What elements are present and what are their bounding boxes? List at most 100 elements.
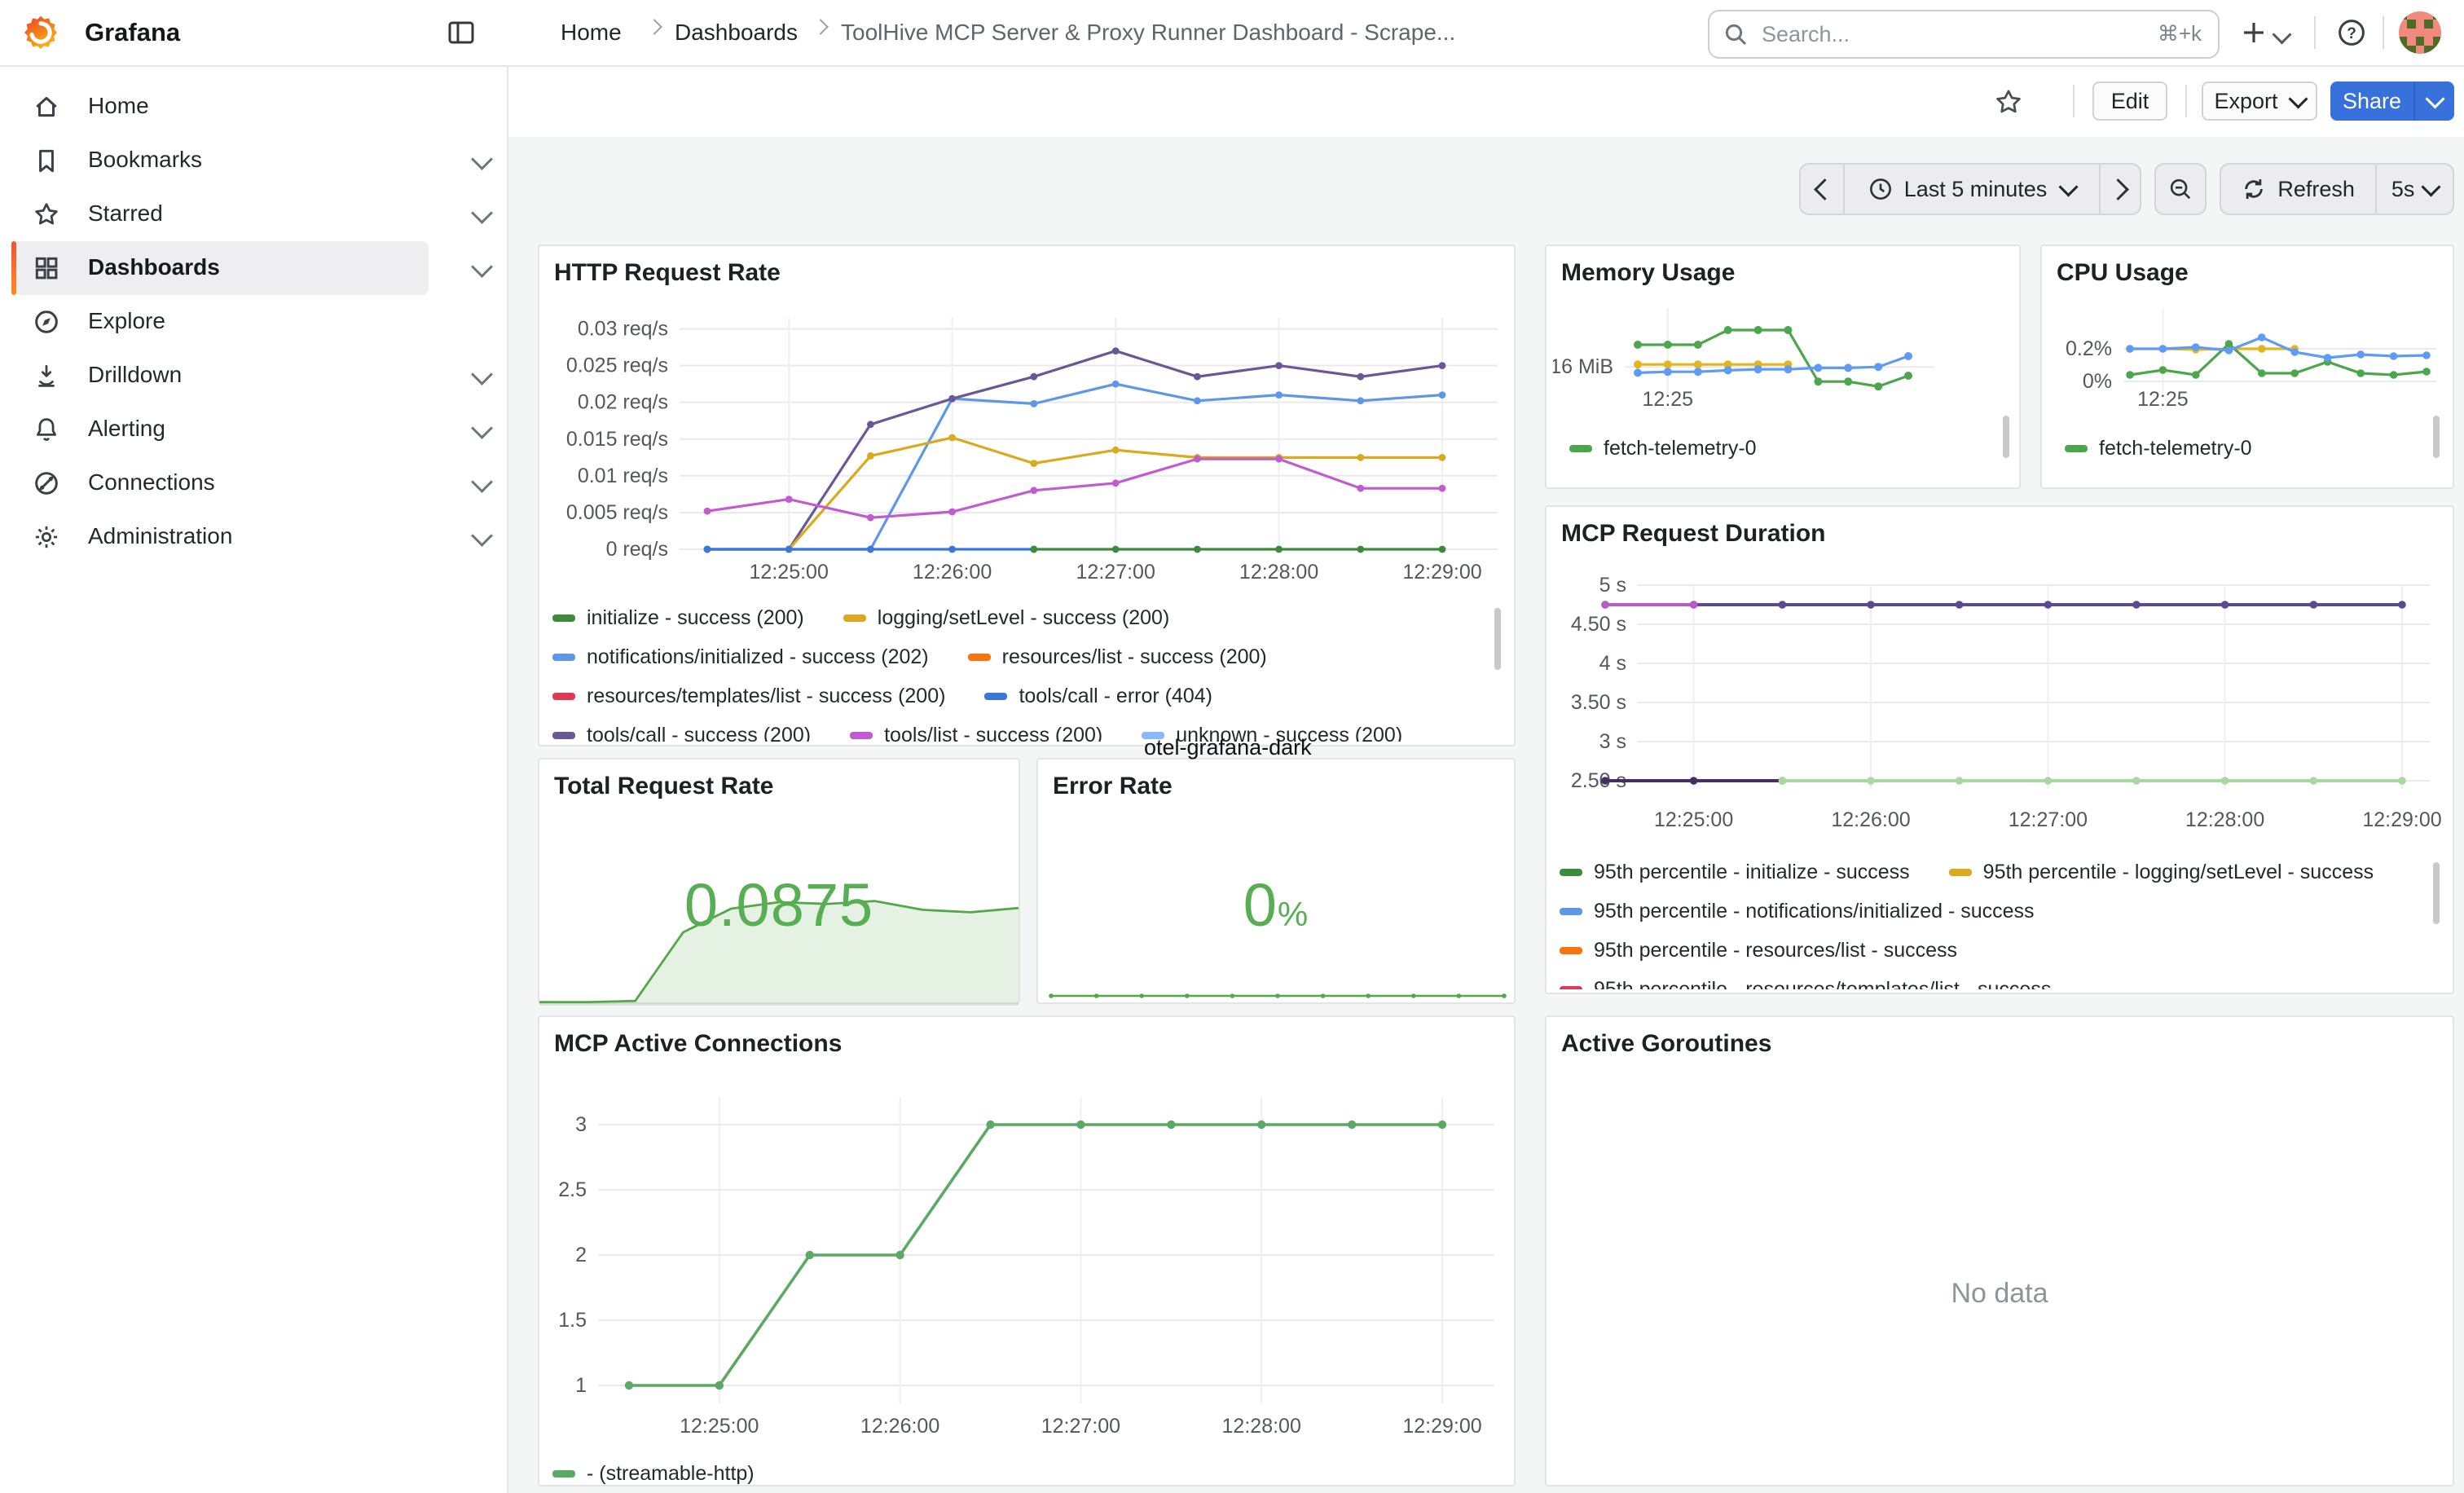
sidebar-item-bookmarks[interactable]: Bookmarks — [11, 134, 493, 187]
legend-item[interactable]: 95th percentile - logging/setLevel - suc… — [1948, 861, 2374, 884]
legend-item[interactable]: tools/call - success (200) — [552, 724, 811, 742]
y-axis-tick: 2 — [575, 1244, 587, 1266]
breadcrumb-home[interactable]: Home — [561, 20, 622, 45]
total-request-rate-sparkline[interactable] — [539, 882, 1022, 1006]
export-button[interactable]: Export — [2202, 81, 2317, 121]
legend-item[interactable]: fetch-telemetry-0 — [1569, 437, 1757, 460]
y-axis-tick: 3.50 s — [1571, 691, 1626, 714]
chevron-down-icon[interactable] — [471, 148, 493, 170]
sidebar-item-home[interactable]: Home — [11, 80, 429, 134]
x-axis-tick: 12:25 — [1643, 388, 1694, 411]
http-request-rate-chart[interactable]: 0.03 req/s 0.025 req/s 0.02 req/s 0.015 req… — [552, 308, 1504, 593]
legend-item[interactable]: 95th percentile - notifications/initiali… — [1560, 900, 2035, 923]
legend-scrollbar[interactable] — [2003, 416, 2009, 458]
gear-icon — [35, 526, 58, 548]
legend-scrollbar[interactable] — [1494, 608, 1501, 670]
breadcrumb-separator-icon — [812, 19, 829, 35]
panel-title[interactable]: HTTP Request Rate — [554, 259, 781, 286]
legend-label: tools/call - success (200) — [587, 723, 812, 742]
legend-item[interactable]: initialize - success (200) — [552, 606, 804, 630]
sidebar-item-administration[interactable]: Administration — [11, 510, 493, 564]
sidebar-item-starred[interactable]: Starred — [11, 187, 493, 241]
sidebar-toggle-icon[interactable] — [447, 18, 476, 47]
chevron-down-icon[interactable] — [471, 363, 493, 385]
legend-scrollbar[interactable] — [2433, 416, 2440, 458]
refresh-button[interactable]: Refresh — [2221, 165, 2375, 214]
mcp-active-connections-chart[interactable]: 3 2.5 2 1.5 1 12:25:00 12:26:00 12:27:00 12:28:0… — [552, 1081, 1504, 1452]
y-axis-tick: 0 req/s — [606, 538, 668, 561]
search-input[interactable] — [1758, 13, 2107, 55]
refresh-icon — [2245, 179, 2264, 199]
legend-item[interactable]: tools/list - success (200) — [850, 724, 1102, 742]
panel-title[interactable]: Total Request Rate — [554, 773, 774, 799]
legend-label: resources/templates/list - success (200) — [587, 684, 946, 707]
panel-title[interactable]: MCP Request Duration — [1561, 520, 1826, 547]
chevron-down-icon[interactable] — [471, 471, 493, 493]
help-icon[interactable]: ? — [2337, 18, 2366, 47]
time-shift-forward-button[interactable] — [2099, 165, 2140, 214]
add-new-icon[interactable] — [2239, 18, 2268, 47]
x-axis-tick: 12:25:00 — [750, 561, 829, 584]
legend-item[interactable]: resources/templates/list - success (200) — [552, 685, 945, 708]
y-axis-tick: 0% — [2083, 370, 2112, 393]
search-box[interactable]: ⌘+k — [1708, 10, 2220, 59]
favorite-star-icon[interactable] — [1995, 88, 2022, 116]
panel-title[interactable]: Memory Usage — [1561, 259, 1736, 286]
panel-title[interactable]: Error Rate — [1053, 773, 1173, 799]
legend-item[interactable]: fetch-telemetry-0 — [2065, 437, 2252, 460]
time-shift-back-button[interactable] — [1801, 165, 1843, 214]
memory-usage-chart[interactable]: 16 MiB 12:25 — [1553, 298, 2016, 416]
chevron-down-icon[interactable] — [471, 417, 493, 439]
legend-label: logging/setLevel - success (200) — [877, 606, 1170, 629]
chevron-down-icon[interactable] — [471, 202, 493, 224]
x-axis-tick: 12:27:00 — [1076, 561, 1155, 584]
refresh-interval-dropdown[interactable]: 5s — [2375, 165, 2453, 214]
legend-item[interactable]: unknown - success (200) — [1142, 724, 1402, 742]
legend-scrollbar[interactable] — [2433, 862, 2440, 924]
time-range-picker[interactable]: Last 5 minutes — [1843, 165, 2099, 214]
legend-item[interactable]: notifications/initialized - success (202… — [552, 645, 929, 669]
mcp-request-duration-chart[interactable]: 5 s4.50 s4 s3.50 s3 s2.50 s12:25:00 12:26… — [1560, 566, 2443, 846]
panel-title[interactable]: CPU Usage — [2057, 259, 2189, 286]
sidebar-item-dashboards[interactable]: Dashboards — [11, 241, 493, 295]
legend-item[interactable]: logging/setLevel - success (200) — [843, 606, 1170, 630]
grafana-logo-icon[interactable] — [21, 13, 60, 52]
legend-swatch — [2065, 444, 2088, 452]
share-button[interactable]: Share — [2330, 81, 2413, 121]
panel-total-request-rate: Total Request Rate 0.0875 — [538, 758, 1022, 1006]
legend-item[interactable]: - (streamable-http) — [552, 1462, 755, 1486]
breadcrumb-dashboards[interactable]: Dashboards — [675, 20, 798, 45]
legend-item[interactable]: resources/list - success (200) — [967, 645, 1267, 669]
zoom-out-button[interactable] — [2154, 163, 2207, 215]
legend-item[interactable]: 95th percentile - resources/list - succe… — [1560, 939, 1957, 962]
cpu-legend: fetch-telemetry-0 — [2065, 429, 2423, 468]
legend-item[interactable]: 95th percentile - initialize - success — [1560, 861, 1910, 884]
home-icon — [36, 96, 57, 117]
refresh-label: Refresh — [2277, 176, 2355, 201]
cpu-usage-chart[interactable]: 0.2% 0% 12:25 — [2048, 298, 2449, 416]
legend-item[interactable]: tools/call - error (404) — [984, 685, 1212, 708]
panel-title[interactable]: MCP Active Connections — [554, 1030, 843, 1057]
bookmark-icon — [39, 149, 54, 173]
chevron-down-icon[interactable] — [471, 525, 493, 547]
add-new-caret-icon[interactable] — [2272, 24, 2292, 45]
sidebar-item-drilldown[interactable]: Drilldown — [11, 349, 493, 403]
sidebar-item-alerting[interactable]: Alerting — [11, 403, 493, 456]
legend-swatch — [552, 692, 575, 700]
edit-button[interactable]: Edit — [2092, 81, 2167, 121]
share-caret-button[interactable] — [2413, 81, 2454, 121]
error-rate-sparkline[interactable] — [1045, 976, 1511, 999]
sidebar-item-connections[interactable]: Connections — [11, 456, 493, 510]
user-avatar[interactable] — [2399, 11, 2441, 54]
http-legend: initialize - success (200) logging/setLev… — [552, 598, 1475, 742]
legend-item[interactable]: 95th percentile - resources/templates/li… — [1560, 978, 2051, 989]
panel-title[interactable]: Active Goroutines — [1561, 1030, 1772, 1057]
sidebar-item-explore[interactable]: Explore — [11, 295, 429, 349]
x-axis-tick: 12:28:00 — [2185, 808, 2264, 831]
time-range-label: Last 5 minutes — [1903, 176, 2048, 201]
zoom-out-icon — [2170, 178, 2191, 200]
x-axis-tick: 12:26:00 — [860, 1415, 939, 1438]
chevron-down-icon[interactable] — [471, 256, 493, 278]
chevron-left-icon — [1813, 178, 1836, 200]
y-axis-tick: 2.5 — [558, 1178, 587, 1201]
